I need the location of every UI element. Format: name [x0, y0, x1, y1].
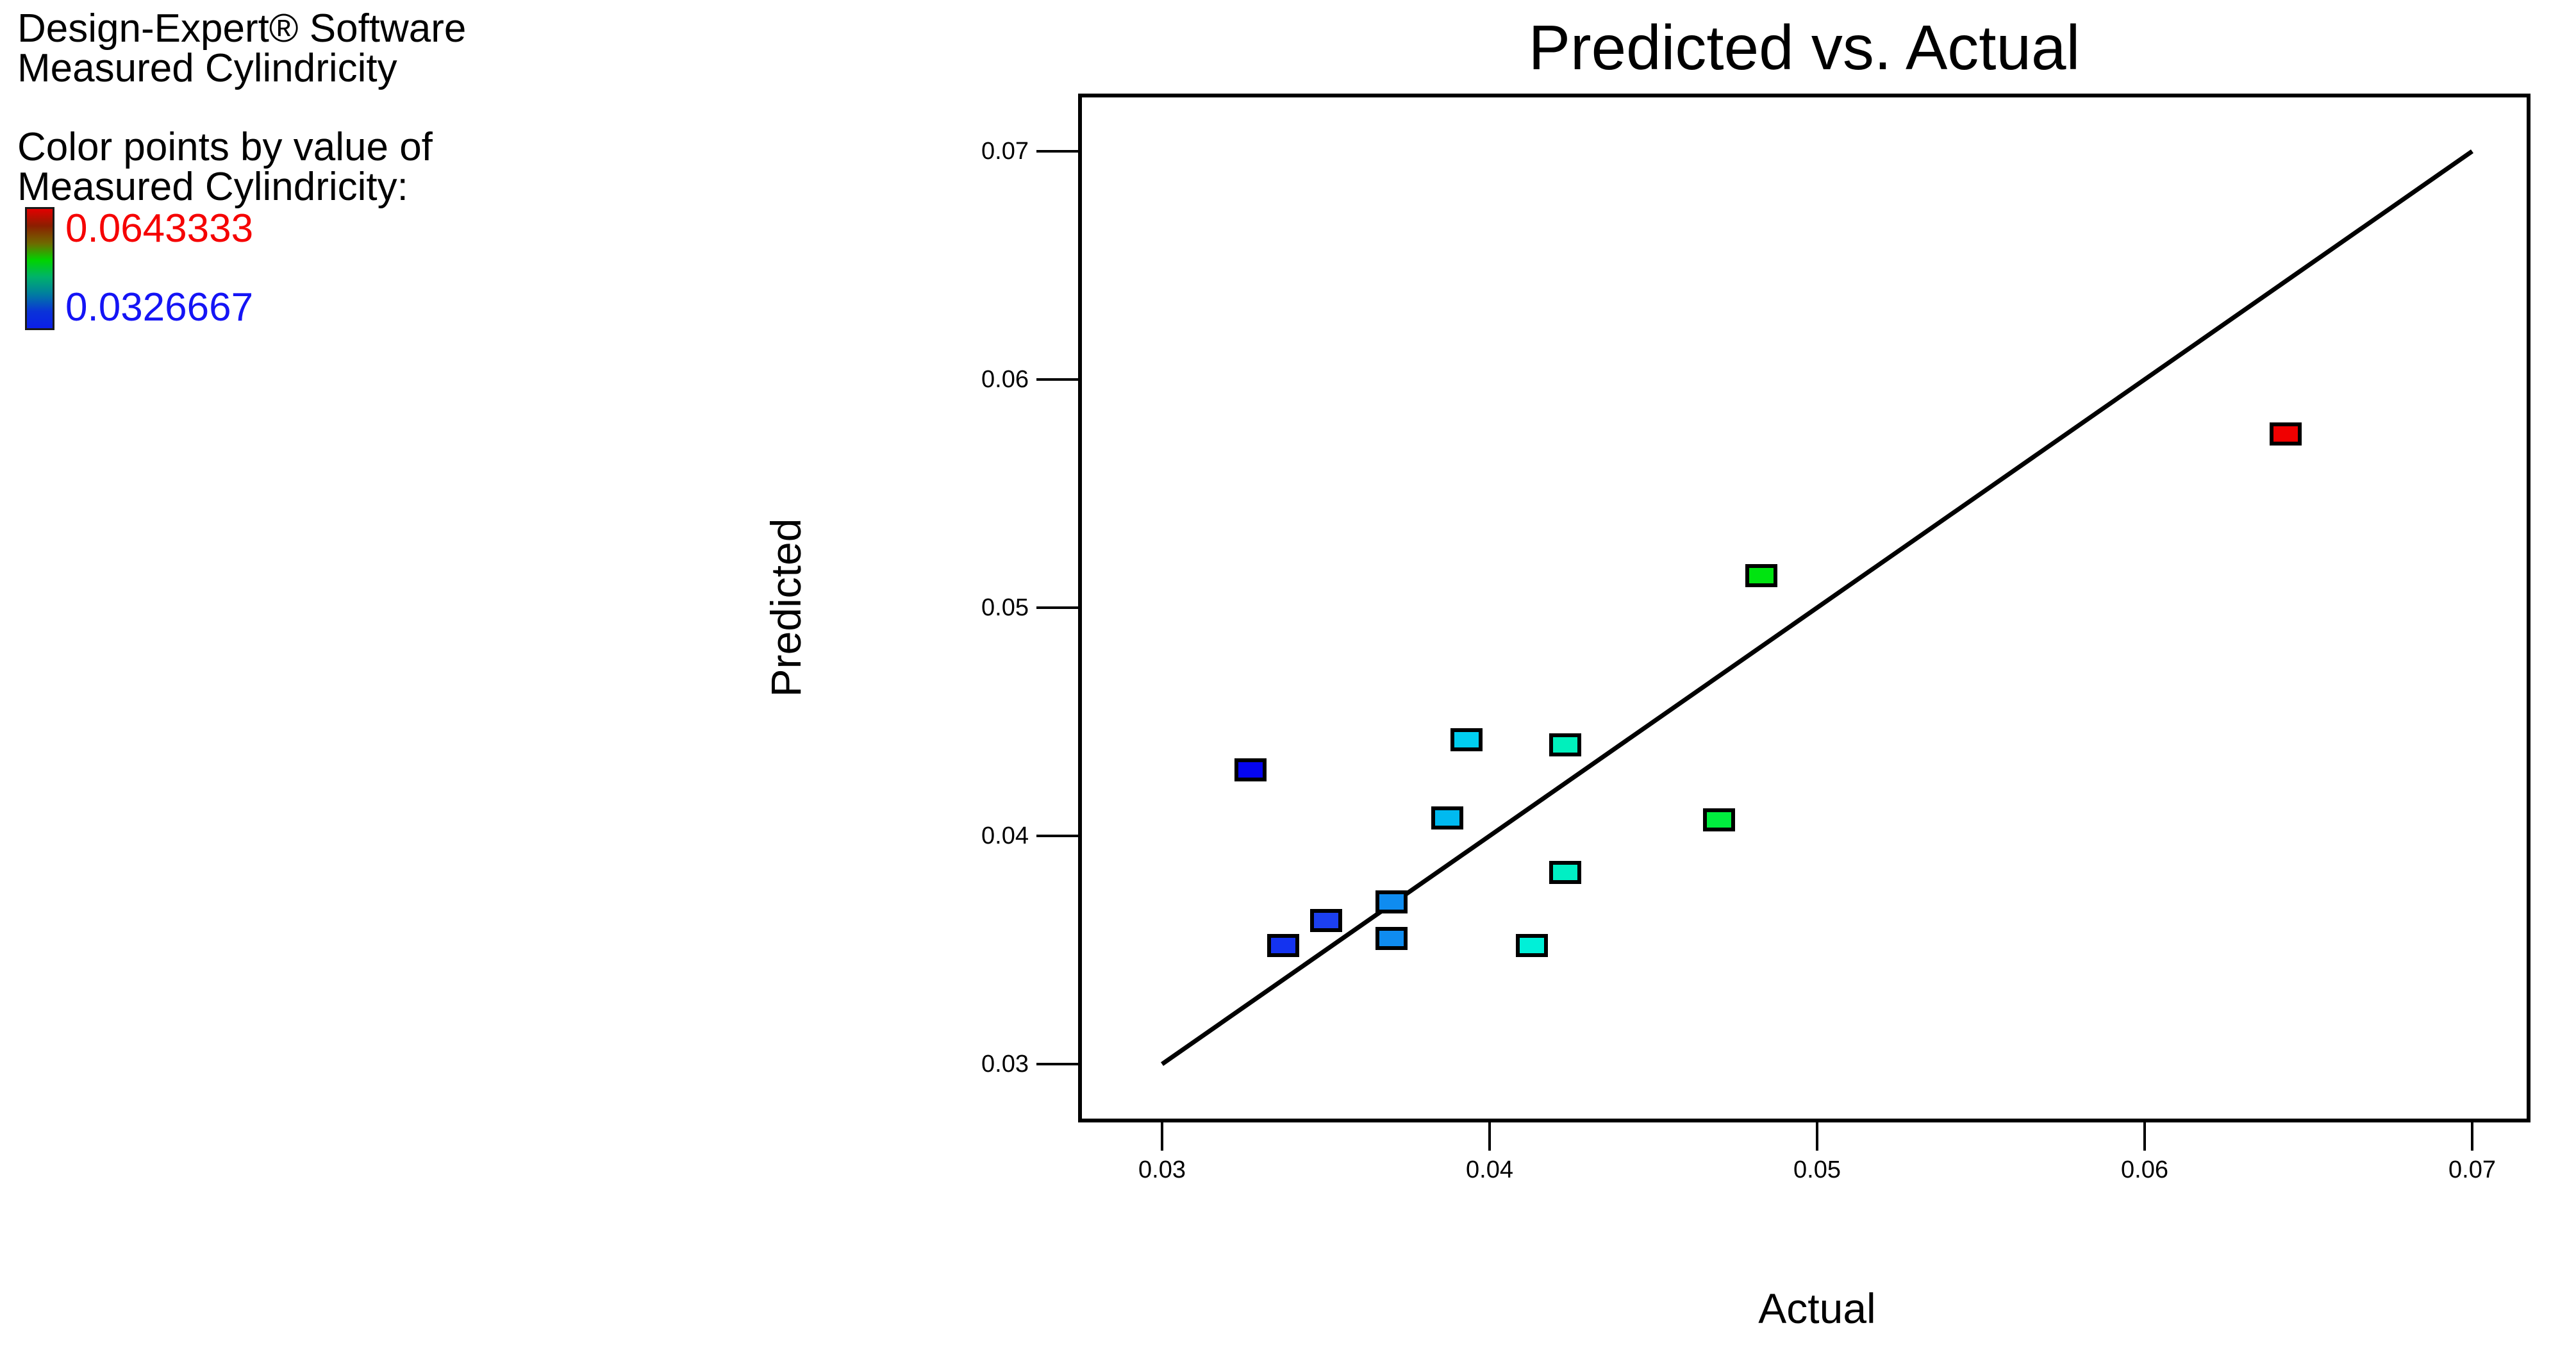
x-axis-tick [2143, 1120, 2146, 1151]
x-axis-tick-label: 0.04 [1466, 1156, 1513, 1183]
data-point [1309, 908, 1342, 932]
x-axis-tick-label: 0.05 [1793, 1156, 1841, 1183]
y-axis-label: Predicted [762, 518, 810, 697]
data-point [1450, 728, 1483, 752]
response-name-line: Measured Cylindricity [17, 46, 397, 90]
color-scale-min-value: 0.0326667 [65, 285, 254, 329]
color-note-line1: Color points by value of [17, 125, 433, 169]
data-point [1234, 758, 1267, 781]
color-scale-max-value: 0.0643333 [65, 206, 254, 251]
x-axis-tick-label: 0.07 [2448, 1156, 2496, 1183]
y-axis-tick-label: 0.05 [981, 594, 1029, 621]
y-axis-tick [1036, 606, 1078, 609]
data-point [1431, 806, 1463, 829]
color-scale-gradient-bar [25, 207, 54, 330]
y-axis-tick-label: 0.06 [981, 366, 1029, 393]
data-point [1516, 933, 1549, 957]
data-point [1702, 808, 1735, 832]
x-axis-tick [2471, 1120, 2473, 1151]
x-axis-tick-label: 0.06 [2121, 1156, 2168, 1183]
plot-area [1078, 94, 2530, 1122]
plot-canvas [1082, 97, 2527, 1119]
color-note-line2: Measured Cylindricity: [17, 165, 408, 209]
data-point [2269, 422, 2302, 446]
data-point [1375, 927, 1408, 951]
y-axis-tick-label: 0.07 [981, 138, 1029, 165]
y-axis-tick [1036, 150, 1078, 153]
software-name-line: Design-Expert® Software [17, 6, 467, 51]
x-axis-tick-label: 0.03 [1138, 1156, 1186, 1183]
data-point [1375, 890, 1408, 914]
data-point [1745, 564, 1778, 588]
y-axis-tick [1036, 835, 1078, 837]
data-point [1549, 733, 1581, 756]
x-axis-label: Actual [1758, 1285, 1876, 1332]
y-axis-tick-label: 0.03 [981, 1051, 1029, 1078]
x-axis-tick [1816, 1120, 1818, 1151]
y-axis-tick [1036, 1063, 1078, 1065]
data-point [1549, 860, 1581, 884]
y-axis-tick [1036, 378, 1078, 381]
y-axis-tick-label: 0.04 [981, 822, 1029, 849]
x-axis-tick [1161, 1120, 1163, 1151]
identity-line-layer [1160, 149, 2474, 1066]
x-axis-tick [1488, 1120, 1491, 1151]
software-info-text: Design-Expert® Software Measured Cylindri… [17, 9, 466, 88]
data-point [1267, 933, 1300, 957]
color-by-note-text: Color points by value of Measured Cylindr… [17, 128, 433, 207]
identity-line [1160, 149, 2474, 1066]
chart-title: Predicted vs. Actual [1528, 12, 2081, 83]
